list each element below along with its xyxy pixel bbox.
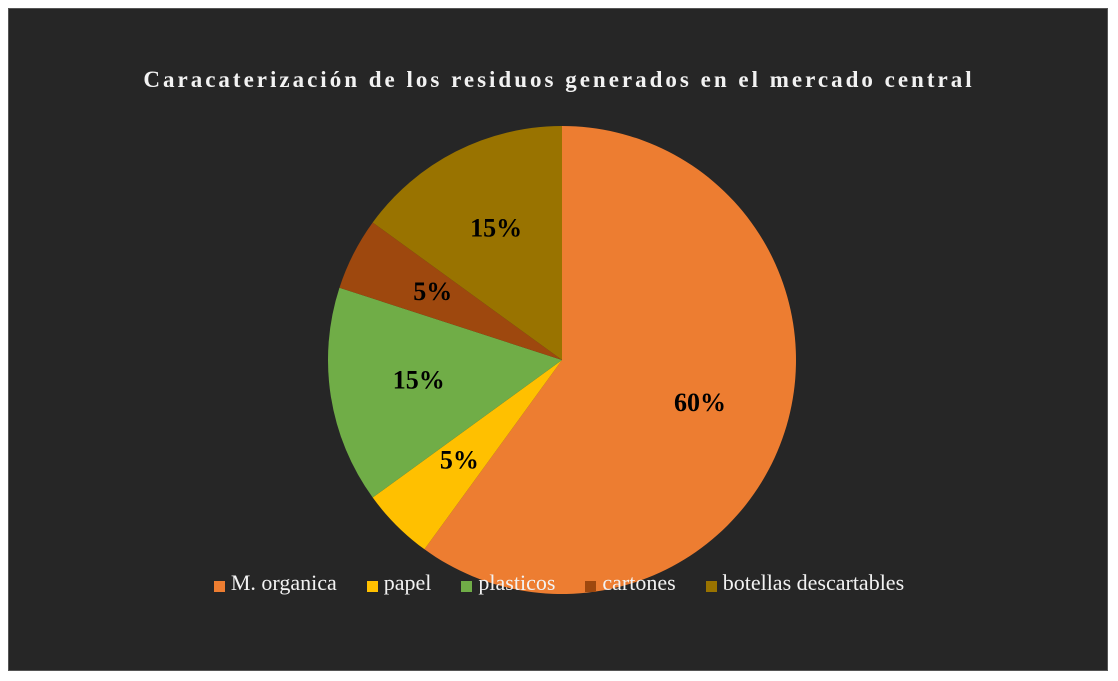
pie-slice bbox=[424, 126, 796, 594]
legend-swatch bbox=[213, 581, 225, 592]
chart-title: Caracaterización de los residuos generad… bbox=[143, 67, 975, 92]
legend-swatch bbox=[366, 581, 378, 592]
data-label: 60% bbox=[674, 388, 726, 417]
legend-item: cartones bbox=[585, 570, 676, 596]
legend-item: papel bbox=[366, 570, 432, 596]
legend-item: M. organica bbox=[213, 570, 337, 596]
legend-swatch bbox=[461, 581, 473, 592]
pie-slice bbox=[328, 287, 562, 498]
legend-swatch bbox=[585, 581, 597, 592]
pie-slice bbox=[372, 360, 562, 550]
legend: M. organica papel plasticos cartones botella… bbox=[0, 570, 1118, 596]
pie-slice bbox=[339, 222, 562, 360]
legend-label: cartones bbox=[602, 570, 676, 595]
legend-label: M. organica bbox=[230, 570, 337, 595]
pie-slice bbox=[372, 126, 562, 360]
legend-label: papel bbox=[383, 570, 432, 595]
legend-label: botellas descartables bbox=[722, 570, 905, 595]
legend-label: plasticos bbox=[478, 570, 556, 595]
legend-swatch bbox=[705, 581, 717, 592]
data-label: 5% bbox=[413, 277, 452, 306]
legend-item: plasticos bbox=[461, 570, 555, 596]
data-label: 15% bbox=[470, 214, 522, 243]
legend-item: botellas descartables bbox=[705, 570, 905, 596]
data-label: 5% bbox=[440, 446, 479, 475]
data-label: 15% bbox=[393, 366, 445, 395]
